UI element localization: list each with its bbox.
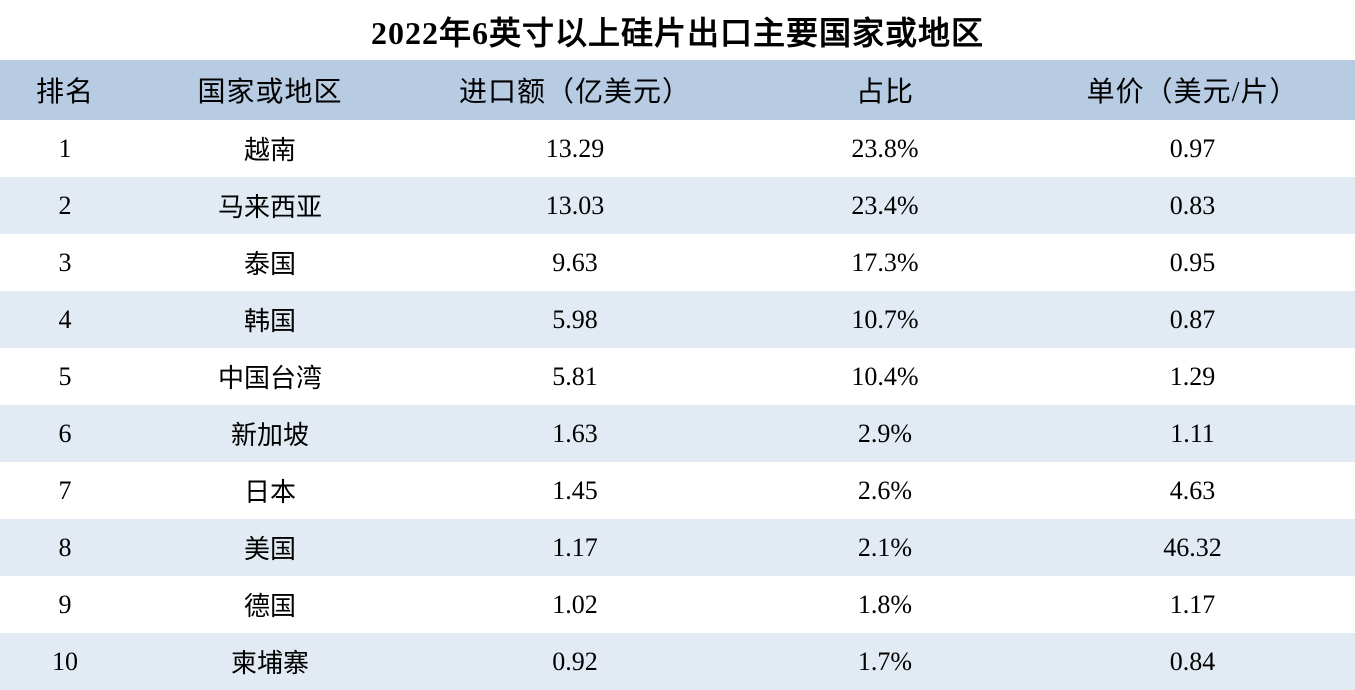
cell-share: 23.8% <box>740 120 1030 177</box>
cell-country: 日本 <box>130 462 410 519</box>
cell-share: 23.4% <box>740 177 1030 234</box>
cell-price: 1.11 <box>1030 405 1355 462</box>
cell-share: 1.7% <box>740 633 1030 690</box>
cell-country: 柬埔寨 <box>130 633 410 690</box>
export-table: 排名 国家或地区 进口额（亿美元） 占比 单价（美元/片） 1 越南 13.29… <box>0 60 1355 690</box>
table-title: 2022年6英寸以上硅片出口主要国家或地区 <box>0 0 1355 60</box>
cell-price: 1.29 <box>1030 348 1355 405</box>
table-row: 10 柬埔寨 0.92 1.7% 0.84 <box>0 633 1355 690</box>
table-row: 1 越南 13.29 23.8% 0.97 <box>0 120 1355 177</box>
cell-price: 0.87 <box>1030 291 1355 348</box>
cell-rank: 6 <box>0 405 130 462</box>
cell-country: 美国 <box>130 519 410 576</box>
cell-import: 1.17 <box>410 519 740 576</box>
cell-import: 0.92 <box>410 633 740 690</box>
table-row: 2 马来西亚 13.03 23.4% 0.83 <box>0 177 1355 234</box>
cell-country: 越南 <box>130 120 410 177</box>
col-header-share: 占比 <box>740 60 1030 120</box>
table-row: 5 中国台湾 5.81 10.4% 1.29 <box>0 348 1355 405</box>
table-row: 8 美国 1.17 2.1% 46.32 <box>0 519 1355 576</box>
cell-rank: 7 <box>0 462 130 519</box>
cell-country: 德国 <box>130 576 410 633</box>
cell-share: 1.8% <box>740 576 1030 633</box>
cell-rank: 3 <box>0 234 130 291</box>
cell-share: 2.9% <box>740 405 1030 462</box>
cell-import: 5.98 <box>410 291 740 348</box>
cell-price: 0.84 <box>1030 633 1355 690</box>
cell-country: 新加坡 <box>130 405 410 462</box>
cell-import: 5.81 <box>410 348 740 405</box>
export-table-container: 2022年6英寸以上硅片出口主要国家或地区 排名 国家或地区 进口额（亿美元） … <box>0 0 1355 690</box>
cell-country: 中国台湾 <box>130 348 410 405</box>
cell-country: 韩国 <box>130 291 410 348</box>
col-header-rank: 排名 <box>0 60 130 120</box>
col-header-country: 国家或地区 <box>130 60 410 120</box>
table-row: 6 新加坡 1.63 2.9% 1.11 <box>0 405 1355 462</box>
cell-rank: 4 <box>0 291 130 348</box>
cell-rank: 9 <box>0 576 130 633</box>
cell-share: 17.3% <box>740 234 1030 291</box>
cell-price: 0.97 <box>1030 120 1355 177</box>
cell-price: 1.17 <box>1030 576 1355 633</box>
cell-rank: 8 <box>0 519 130 576</box>
cell-price: 4.63 <box>1030 462 1355 519</box>
cell-share: 10.7% <box>740 291 1030 348</box>
cell-country: 马来西亚 <box>130 177 410 234</box>
cell-import: 1.45 <box>410 462 740 519</box>
cell-import: 1.63 <box>410 405 740 462</box>
cell-country: 泰国 <box>130 234 410 291</box>
cell-import: 1.02 <box>410 576 740 633</box>
cell-rank: 2 <box>0 177 130 234</box>
cell-rank: 5 <box>0 348 130 405</box>
cell-price: 46.32 <box>1030 519 1355 576</box>
cell-import: 13.03 <box>410 177 740 234</box>
cell-rank: 10 <box>0 633 130 690</box>
col-header-price: 单价（美元/片） <box>1030 60 1355 120</box>
cell-import: 9.63 <box>410 234 740 291</box>
cell-price: 0.83 <box>1030 177 1355 234</box>
cell-share: 2.6% <box>740 462 1030 519</box>
cell-rank: 1 <box>0 120 130 177</box>
table-header-row: 排名 国家或地区 进口额（亿美元） 占比 单价（美元/片） <box>0 60 1355 120</box>
table-row: 7 日本 1.45 2.6% 4.63 <box>0 462 1355 519</box>
table-row: 4 韩国 5.98 10.7% 0.87 <box>0 291 1355 348</box>
cell-price: 0.95 <box>1030 234 1355 291</box>
cell-share: 10.4% <box>740 348 1030 405</box>
col-header-import: 进口额（亿美元） <box>410 60 740 120</box>
table-row: 9 德国 1.02 1.8% 1.17 <box>0 576 1355 633</box>
table-row: 3 泰国 9.63 17.3% 0.95 <box>0 234 1355 291</box>
cell-import: 13.29 <box>410 120 740 177</box>
cell-share: 2.1% <box>740 519 1030 576</box>
